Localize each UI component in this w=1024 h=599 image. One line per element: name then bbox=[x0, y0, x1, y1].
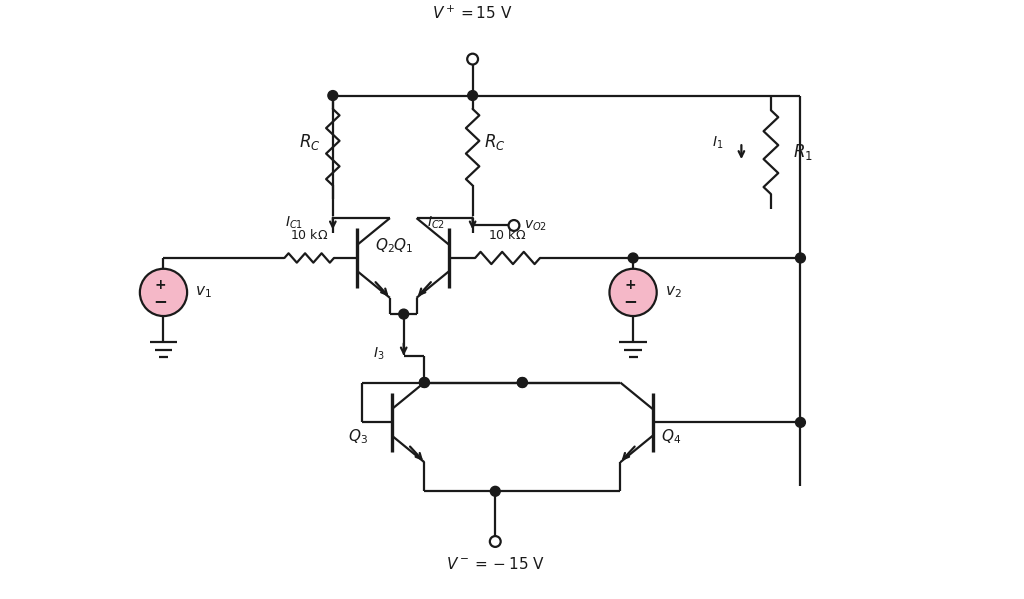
Circle shape bbox=[609, 269, 656, 316]
Text: $10\ \mathrm{k\Omega}$: $10\ \mathrm{k\Omega}$ bbox=[290, 228, 329, 242]
Text: $Q_4$: $Q_4$ bbox=[660, 427, 681, 446]
Text: $R_C$: $R_C$ bbox=[299, 132, 321, 152]
Circle shape bbox=[796, 253, 805, 263]
Text: $v_{O2}$: $v_{O2}$ bbox=[524, 218, 547, 232]
Circle shape bbox=[490, 486, 500, 496]
Text: $Q_2$: $Q_2$ bbox=[375, 237, 395, 255]
Circle shape bbox=[517, 377, 527, 388]
Text: −: − bbox=[154, 292, 168, 310]
Text: $I_1$: $I_1$ bbox=[713, 135, 724, 152]
Text: $Q_3$: $Q_3$ bbox=[347, 427, 368, 446]
Circle shape bbox=[140, 269, 187, 316]
Text: $I_{C1}$: $I_{C1}$ bbox=[285, 214, 303, 231]
Circle shape bbox=[468, 90, 477, 101]
Text: $R_C$: $R_C$ bbox=[484, 132, 506, 152]
Circle shape bbox=[796, 418, 805, 427]
Circle shape bbox=[489, 536, 501, 547]
Circle shape bbox=[420, 377, 429, 388]
Text: $V^- = -15\ \mathrm{V}$: $V^- = -15\ \mathrm{V}$ bbox=[445, 556, 545, 572]
Text: $I_{C2}$: $I_{C2}$ bbox=[427, 214, 445, 231]
Circle shape bbox=[398, 309, 409, 319]
Circle shape bbox=[628, 253, 638, 263]
Text: $10\ \mathrm{k\Omega}$: $10\ \mathrm{k\Omega}$ bbox=[488, 228, 526, 242]
Circle shape bbox=[509, 220, 519, 231]
Circle shape bbox=[517, 377, 527, 388]
Text: $v_1$: $v_1$ bbox=[195, 285, 212, 300]
Text: $R_1$: $R_1$ bbox=[793, 142, 812, 162]
Text: $v_2$: $v_2$ bbox=[665, 285, 681, 300]
Text: +: + bbox=[155, 277, 166, 292]
Text: $V^+ = 15\ \mathrm{V}$: $V^+ = 15\ \mathrm{V}$ bbox=[432, 4, 513, 22]
Text: +: + bbox=[625, 277, 636, 292]
Text: $Q_1$: $Q_1$ bbox=[393, 237, 413, 255]
Text: $I_3$: $I_3$ bbox=[373, 345, 384, 362]
Circle shape bbox=[467, 54, 478, 65]
Circle shape bbox=[420, 377, 429, 388]
Text: −: − bbox=[624, 292, 637, 310]
Circle shape bbox=[328, 90, 338, 101]
